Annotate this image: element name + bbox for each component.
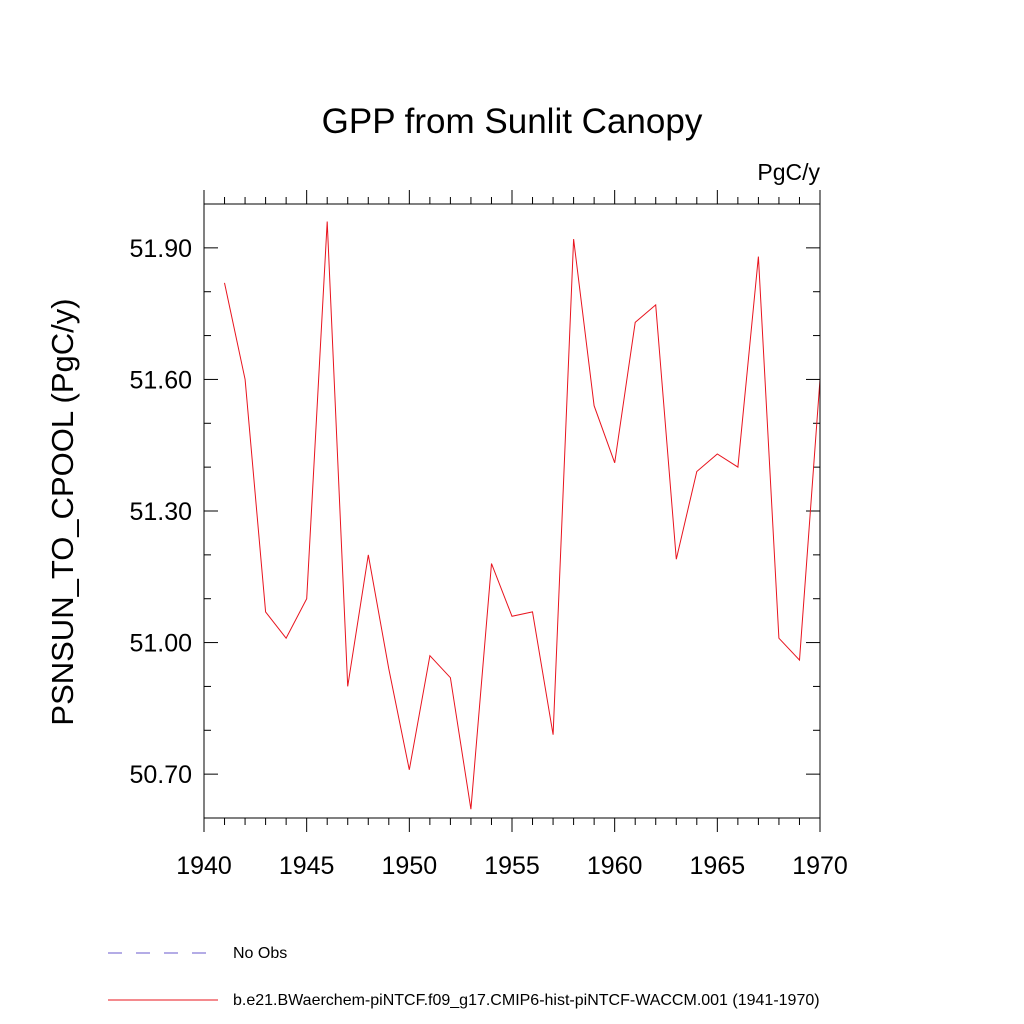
axis-tick-labels: 1940 1945 1950 1955 1960 1965 1970 50.70 51.00 51… [129,235,847,880]
y-tick-label: 50.70 [129,761,192,789]
legend-label-no-obs: No Obs [233,945,287,962]
y-tick-label: 51.90 [129,235,192,263]
x-tick-label: 1940 [176,852,232,880]
x-tick-label: 1960 [587,852,643,880]
y-tick-label: 51.00 [129,630,192,658]
plot-frame [203,203,821,819]
y-axis-label: PSNSUN_TO_CPOOL (PgC/y) [45,298,80,725]
units-label: PgC/y [757,159,820,185]
y-tick-label: 51.30 [129,498,192,526]
x-tick-label: 1965 [690,852,746,880]
x-tick-label: 1950 [382,852,438,880]
y-tick-label: 51.60 [129,366,192,394]
series-line [224,221,821,810]
legend-label-model: b.e21.BWaerchem-piNTCF.f09_g17.CMIP6-his… [233,992,820,1009]
chart-title: GPP from Sunlit Canopy [322,102,703,141]
x-tick-label: 1945 [279,852,335,880]
x-tick-label: 1955 [484,852,540,880]
axis-ticks [203,190,821,832]
legend: No Obs b.e21.BWaerchem-piNTCF.f09_g17.CM… [108,945,820,1009]
x-tick-label: 1970 [792,852,848,880]
series-layer [224,221,821,810]
